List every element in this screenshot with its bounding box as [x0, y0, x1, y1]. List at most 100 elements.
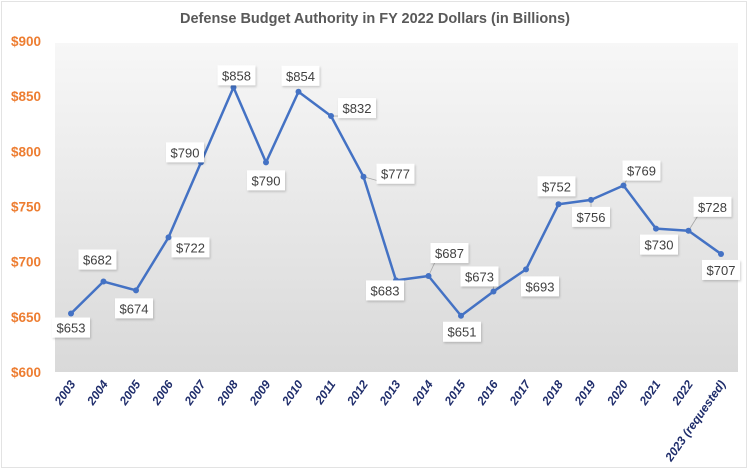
data-label-box	[171, 237, 210, 258]
data-label-box	[460, 266, 499, 287]
data-point	[425, 273, 432, 280]
data-label-box	[443, 321, 481, 342]
x-tick-label: 2011	[312, 377, 339, 407]
y-tick-label: $850	[11, 89, 41, 104]
data-label: $693	[521, 276, 559, 297]
x-tick-label: 2017	[506, 377, 534, 409]
data-label: $653	[52, 317, 90, 338]
data-label: $752	[537, 176, 576, 197]
data-label: $682	[78, 249, 117, 270]
data-label: $756	[572, 206, 610, 227]
data-label: $730	[640, 234, 678, 255]
x-tick-label: 2021	[636, 377, 664, 408]
data-label-box	[281, 65, 320, 86]
data-label-box	[247, 170, 285, 191]
x-tick-label: 2003	[51, 377, 79, 408]
x-tick-label: 2019	[571, 377, 599, 408]
data-point	[523, 266, 529, 273]
data-label-text: $769	[627, 164, 656, 179]
data-label-text: $728	[698, 200, 727, 215]
x-tick-label: 2015	[441, 377, 469, 408]
data-point	[165, 234, 172, 241]
data-point	[490, 288, 497, 295]
x-tick-label: 2016	[474, 377, 502, 408]
data-label-text: $682	[83, 253, 112, 268]
data-label-text: $687	[435, 246, 464, 261]
data-label-box	[640, 234, 678, 255]
data-label-text: $722	[176, 240, 205, 255]
x-tick-label: 2020	[604, 377, 632, 408]
data-label: $722	[171, 237, 210, 258]
data-label-box	[537, 176, 576, 197]
x-tick-label: 2004	[84, 377, 112, 408]
data-label-box	[366, 280, 404, 301]
data-point	[263, 159, 269, 166]
x-tick-label: 2013	[376, 377, 404, 408]
leader-line	[688, 214, 699, 231]
data-point	[360, 173, 367, 180]
x-tick-label: 2007	[181, 377, 209, 409]
data-label: $651	[443, 321, 481, 342]
data-label: $683	[366, 280, 404, 301]
x-tick-label: 2009	[246, 377, 274, 408]
data-label-text: $707	[707, 263, 736, 278]
data-point	[718, 250, 724, 257]
data-label-box	[376, 163, 415, 184]
data-label-text: $858	[222, 68, 251, 83]
x-tick-label: 2023 (requested)	[662, 378, 729, 465]
data-label-text: $790	[171, 145, 200, 160]
data-label-box	[217, 65, 256, 86]
data-label-box	[572, 206, 610, 227]
data-point	[295, 88, 302, 95]
data-label-text: $674	[120, 301, 149, 316]
data-label-box	[52, 317, 90, 338]
data-label-box	[622, 160, 661, 181]
x-tick-label: 2006	[149, 377, 177, 408]
data-label: $687	[430, 243, 469, 264]
data-label-text: $693	[526, 279, 555, 294]
y-tick-label: $600	[11, 365, 41, 380]
data-label-text: $854	[286, 69, 315, 84]
data-label-text: $756	[577, 210, 606, 225]
x-tick-label: 2012	[344, 377, 372, 408]
plot-area	[55, 43, 738, 372]
data-label-text: $752	[542, 179, 571, 194]
data-point	[685, 227, 692, 234]
data-label-box	[702, 259, 740, 280]
x-tick-label: 2014	[409, 377, 437, 408]
data-label: $674	[115, 298, 153, 319]
data-point	[328, 113, 334, 120]
x-tick-label: 2018	[539, 377, 567, 408]
data-point	[555, 201, 562, 208]
data-label: $832	[338, 98, 376, 119]
data-label: $673	[460, 266, 499, 287]
data-point	[68, 310, 74, 317]
data-label-text: $832	[343, 101, 372, 116]
chart-title: Defense Budget Authority in FY 2022 Doll…	[180, 11, 570, 27]
data-label: $707	[702, 259, 740, 280]
data-label-text: $651	[448, 325, 477, 340]
data-label-text: $653	[57, 321, 86, 336]
y-tick-label: $900	[11, 34, 41, 49]
data-label-box	[115, 298, 153, 319]
x-tick-label: 2005	[116, 377, 144, 408]
data-label: $728	[693, 196, 732, 217]
x-tick-label: 2008	[214, 377, 242, 408]
y-tick-label: $800	[11, 144, 41, 159]
data-label-box	[166, 142, 204, 163]
data-label-box	[521, 276, 559, 297]
data-label-text: $777	[381, 167, 410, 182]
data-label: $790	[247, 170, 285, 191]
x-tick-label: 2010	[279, 377, 307, 408]
data-point	[588, 196, 594, 203]
data-point	[620, 182, 627, 189]
data-point	[458, 312, 464, 319]
data-label: $777	[376, 163, 415, 184]
data-label: $769	[622, 160, 661, 181]
data-point	[653, 225, 659, 232]
data-label-text: $790	[252, 173, 281, 188]
y-tick-label: $750	[11, 200, 41, 215]
data-point	[133, 287, 139, 294]
